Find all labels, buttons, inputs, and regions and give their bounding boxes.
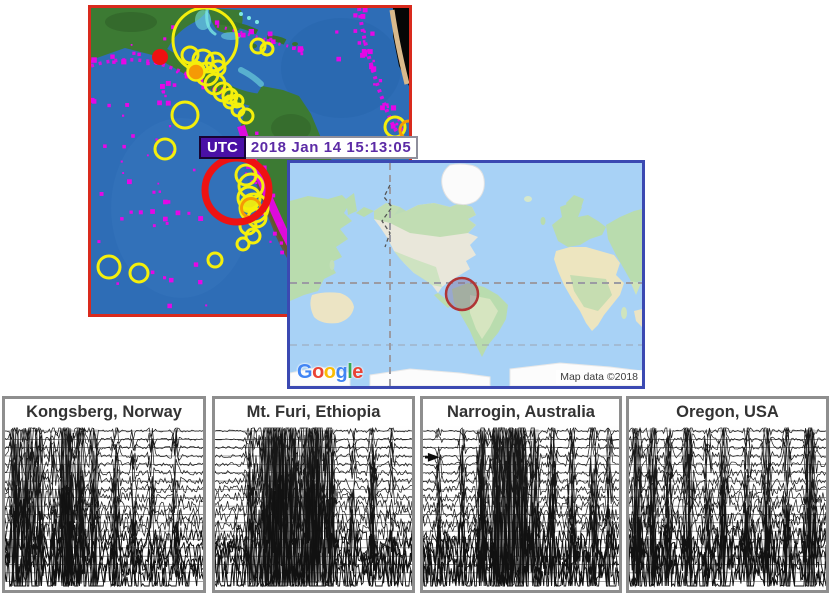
station-label: Mt. Furi, Ethiopia bbox=[246, 403, 381, 421]
ocean-shade bbox=[281, 18, 401, 118]
graticule-lines bbox=[290, 163, 642, 386]
earthquake-markers bbox=[96, 8, 407, 284]
map-attribution: Map data ©2018 bbox=[556, 370, 642, 384]
imagery-edge bbox=[389, 8, 409, 86]
helicorder-trace bbox=[215, 426, 412, 589]
station-label: Oregon, USA bbox=[676, 403, 779, 421]
helicorder-trace bbox=[629, 426, 826, 589]
seismogram-panel-oregon: Oregon, USA bbox=[626, 396, 829, 593]
recent-event-dot bbox=[152, 49, 168, 65]
helicorder-trace bbox=[423, 426, 619, 589]
helicorder-trace bbox=[5, 426, 203, 589]
google-world-map[interactable]: Google Map data ©2018 bbox=[287, 160, 645, 389]
seismicity-map bbox=[88, 5, 412, 317]
seismicity-map-canvas bbox=[91, 8, 409, 314]
seismogram-panel-mtfuri: Mt. Furi, Ethiopia bbox=[212, 396, 415, 593]
utc-timestamp-bar: UTC 2018 Jan 14 15:13:05 bbox=[199, 136, 419, 159]
google-logo[interactable]: Google bbox=[297, 361, 363, 383]
epicenter-marker bbox=[444, 276, 480, 312]
utc-label: UTC bbox=[199, 136, 246, 159]
station-label: Kongsberg, Norway bbox=[26, 403, 182, 421]
seismogram-panel-narrogin: Narrogin, Australia bbox=[420, 396, 622, 593]
world-map-canvas[interactable] bbox=[290, 163, 642, 386]
utc-time-value: 2018 Jan 14 15:13:05 bbox=[245, 136, 419, 159]
station-label: Narrogin, Australia bbox=[447, 403, 595, 421]
seismogram-panel-kongsberg: Kongsberg, Norway bbox=[2, 396, 206, 593]
